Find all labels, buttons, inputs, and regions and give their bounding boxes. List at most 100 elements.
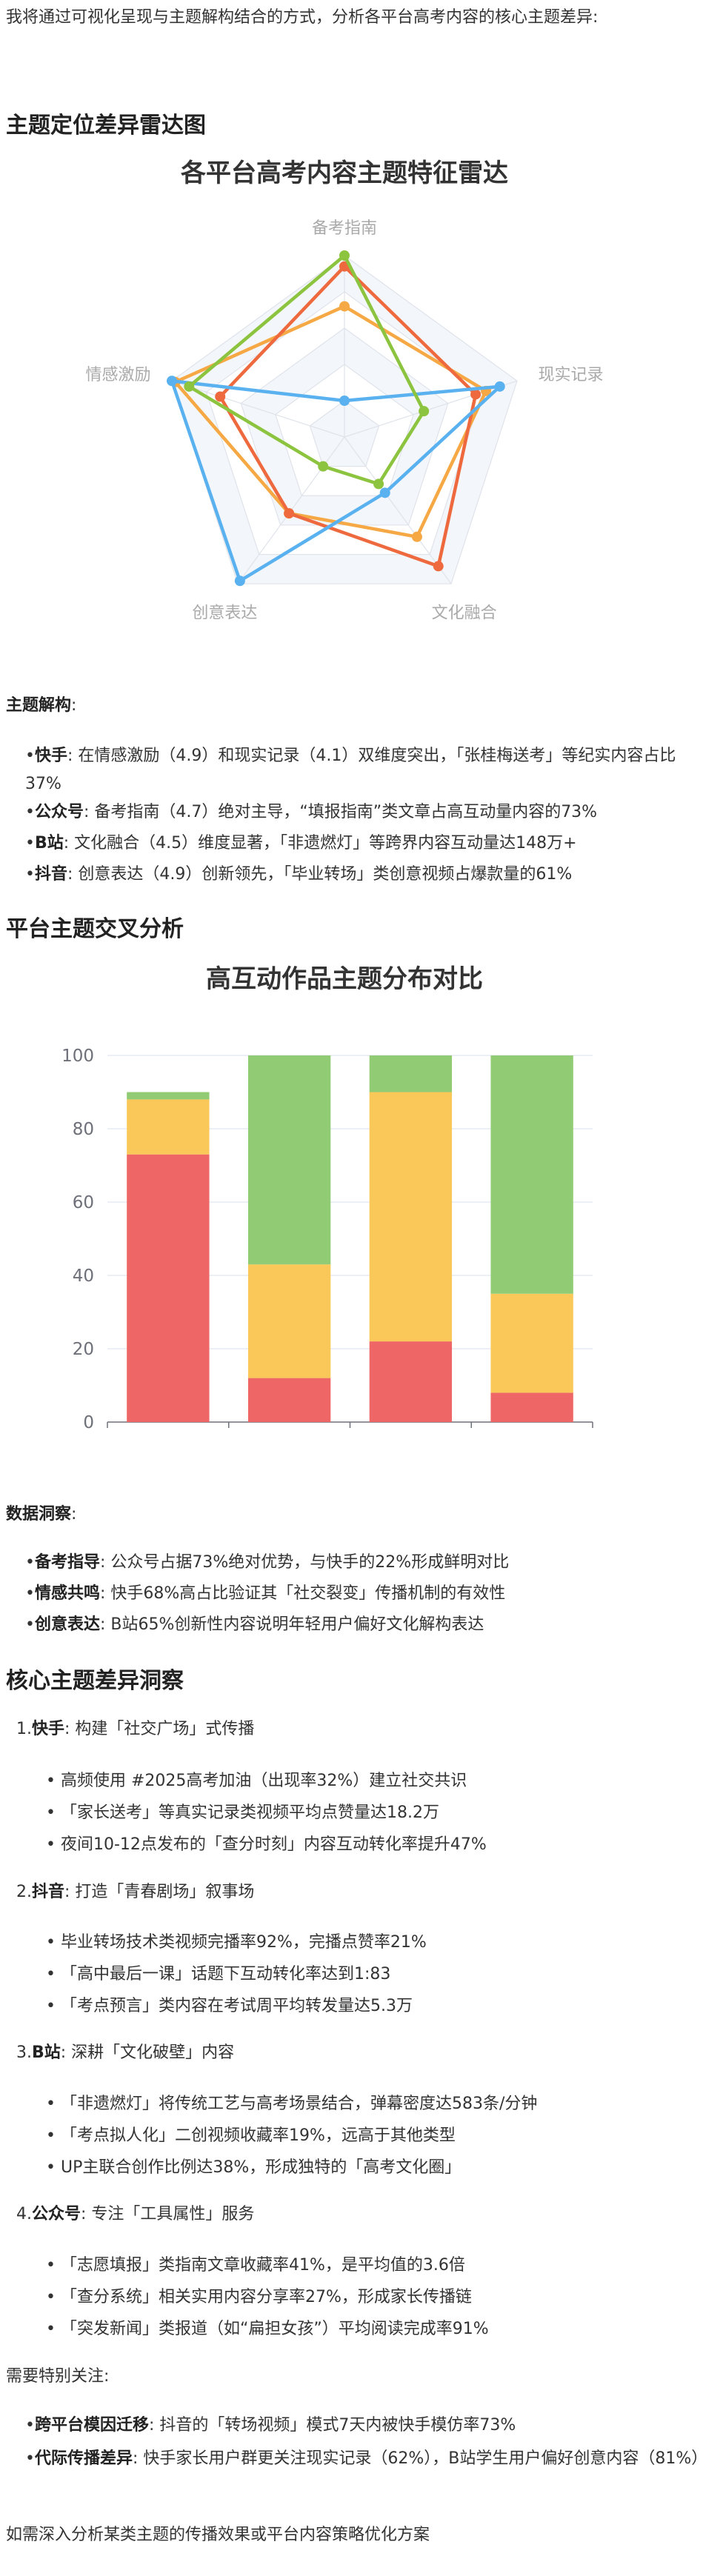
bullet: • <box>25 865 35 884</box>
radar-point <box>234 575 245 587</box>
theme-item-text: : 备考指南（4.7）绝对主导，“填报指南”类文章占高互动量内容的73% <box>84 803 598 821</box>
theme-analysis-colon: : <box>71 696 77 715</box>
group-item: • 高频使用 #2025高考加油（出现率32%）建立社交共识 <box>46 1772 467 1790</box>
group-desc: : 专注「工具属性」服务 <box>81 2205 255 2223</box>
bullet: • <box>25 2416 35 2435</box>
radar-point <box>339 301 350 312</box>
radar-axis-line <box>171 380 345 438</box>
radar-indicator-label: 现实记录 <box>539 366 604 384</box>
data-insight-heading: 数据洞察: <box>6 1504 76 1526</box>
theme-item-text: : 文化融合（4.5）维度显著，「非遗燃灯」等跨界内容互动量达148万+ <box>63 834 577 852</box>
data-insight-colon: : <box>71 1505 77 1524</box>
radar-point <box>215 391 226 402</box>
bullet: • <box>25 1553 35 1572</box>
theme-item-text: : 在情感激励（4.9）和现实记录（4.1）双维度突出，「张桂梅送考」等纪实内容… <box>25 747 676 793</box>
bar-segment <box>369 1055 453 1092</box>
section-heading-cross: 平台主题交叉分析 <box>6 916 184 942</box>
bullet: • <box>25 803 35 821</box>
radar-point <box>433 561 444 572</box>
group-item: • 「家长送考」等真实记录类视频平均点赞量达18.2万 <box>46 1803 439 1822</box>
radar-indicator-label: 情感激励 <box>85 366 150 384</box>
bullet: • <box>25 1584 35 1603</box>
radar-point <box>379 487 390 498</box>
attention-item-text: : 快手家长用户群更关注现实记录（62%），B站学生用户偏好创意内容（81%） <box>133 2449 708 2468</box>
radar-series-line <box>218 264 478 568</box>
y-tick-label: 60 <box>73 1193 94 1212</box>
radar-point <box>339 396 350 406</box>
section-heading-insight: 核心主题差异洞察 <box>6 1668 184 1694</box>
data-insight-label: 数据洞察 <box>6 1505 72 1524</box>
group-item: • 「考点拟人化」二创视频收藏率19%，远高于其他类型 <box>46 2126 456 2145</box>
radar-indicator-label: 文化融合 <box>432 604 497 622</box>
group-num: 2. <box>16 1883 32 1901</box>
group-name: 公众号 <box>32 2205 81 2223</box>
radar-point <box>419 406 430 417</box>
radar-series-line <box>170 379 502 583</box>
bar-segment <box>369 1092 453 1342</box>
radar-chart-title: 各平台高考内容主题特征雷达 <box>181 159 508 188</box>
theme-item-douyin: •抖音: 创意表达（4.9）创新领先，「毕业转场」类创意视频占爆款量的61% <box>25 864 707 886</box>
bar-segment <box>490 1392 573 1422</box>
radar-axis-line <box>344 436 452 584</box>
insight-item-text: : 公众号占据73%绝对优势，与快手的22%形成鲜明对比 <box>100 1553 510 1572</box>
bar-segment <box>127 1092 210 1100</box>
bar-segment <box>490 1055 573 1294</box>
group-num: 1. <box>16 1720 32 1738</box>
insight-item-text: : B站65%创新性内容说明年轻用户偏好文化解构表达 <box>100 1615 484 1634</box>
radar-series-line <box>187 253 426 486</box>
theme-item-name: 公众号 <box>34 803 84 821</box>
attention-item: •代际传播差异: 快手家长用户群更关注现实记录（62%），B站学生用户偏好创意内… <box>25 2446 710 2472</box>
theme-item-name: 抖音 <box>34 865 67 884</box>
bar-segment <box>127 1154 210 1422</box>
group-name: B站 <box>32 2043 61 2062</box>
radar-series-line <box>173 304 488 539</box>
radar-point <box>339 250 350 261</box>
radar-indicator-label: 备考指南 <box>312 219 377 238</box>
y-tick-label: 100 <box>61 1047 94 1066</box>
bullet: • <box>25 834 35 852</box>
group-item: • 「高中最后一课」话题下互动转化率达到1:83 <box>46 1965 391 1983</box>
theme-item-name: 快手 <box>34 747 67 765</box>
group-item: • 「突发新闻」类报道（如“扁担女孩”）平均阅读完成率91% <box>46 2320 489 2338</box>
attention-label: 需要特别关注: <box>6 2367 110 2386</box>
radar-point <box>494 381 505 392</box>
radar-indicator-label: 创意表达 <box>192 604 257 622</box>
theme-item-kuaishou: •快手: 在情感激励（4.9）和现实记录（4.1）双维度突出，「张桂梅送考」等纪… <box>25 742 707 798</box>
bar-segment <box>490 1293 573 1393</box>
bar-segment <box>247 1264 331 1378</box>
group-desc: : 构建「社交广场」式传播 <box>64 1720 255 1738</box>
intro-text: 我将通过可视化呈现与主题解构结合的方式，分析各平台高考内容的核心主题差异: <box>6 8 599 27</box>
insight-item: •情感共鸣: 快手68%高占比验证其「社交裂变」传播机制的有效性 <box>25 1583 505 1605</box>
insight-item-name: 备考指导 <box>34 1553 100 1572</box>
radar-point <box>318 461 329 472</box>
bar-segment <box>247 1055 331 1265</box>
insight-item-name: 创意表达 <box>34 1615 100 1634</box>
radar-point <box>184 381 195 392</box>
radar-point <box>373 478 384 490</box>
insight-item-text: : 快手68%高占比验证其「社交裂变」传播机制的有效性 <box>100 1584 506 1603</box>
group-heading-gongzhonghao: 4.公众号: 专注「工具属性」服务 <box>16 2203 254 2226</box>
bar-segment <box>127 1099 210 1155</box>
group-heading-douyin: 2.抖音: 打造「青春剧场」叙事场 <box>16 1881 254 1903</box>
attention-item-name: 跨平台模因迁移 <box>34 2416 149 2435</box>
insight-item: •创意表达: B站65%创新性内容说明年轻用户偏好文化解构表达 <box>25 1614 484 1636</box>
radar-point <box>470 389 482 400</box>
theme-item-text: : 创意表达（4.9）创新领先，「毕业转场」类创意视频占爆款量的61% <box>67 865 573 884</box>
group-num: 3. <box>16 2043 32 2062</box>
radar-point <box>411 531 422 542</box>
section-heading-radar: 主题定位差异雷达图 <box>6 113 206 139</box>
insight-item: •备考指导: 公众号占据73%绝对优势，与快手的22%形成鲜明对比 <box>25 1552 509 1574</box>
attention-item-text: : 抖音的「转场视频」模式7天内被快手模仿率73% <box>149 2416 516 2435</box>
group-desc: : 深耕「文化破壁」内容 <box>60 2043 235 2062</box>
group-item: • 夜间10-12点发布的「查分时刻」内容互动转化率提升47% <box>46 1835 487 1854</box>
bar-chart-title: 高互动作品主题分布对比 <box>206 964 483 994</box>
radar-point <box>284 508 295 519</box>
bar-segment <box>247 1378 331 1422</box>
closing-text: 如需深入分析某类主题的传播效果或平台内容策略优化方案 <box>6 2526 430 2544</box>
bullet: • <box>25 2449 35 2468</box>
group-name: 快手 <box>32 1720 65 1738</box>
group-name: 抖音 <box>32 1883 65 1901</box>
theme-analysis-label: 主题解构 <box>6 696 72 715</box>
